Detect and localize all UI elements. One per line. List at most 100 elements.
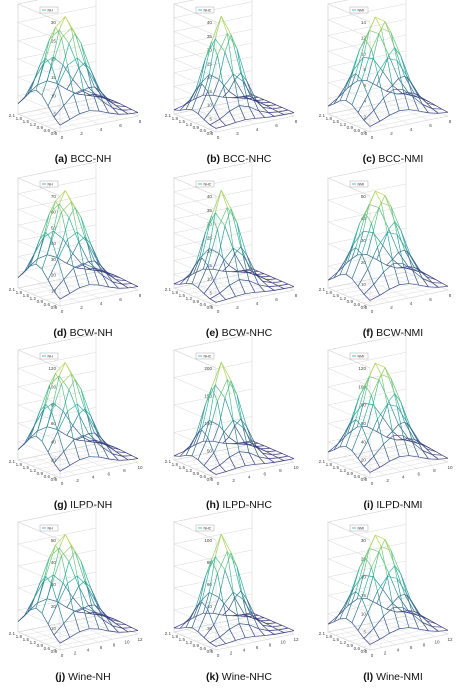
mesh-line: [390, 206, 402, 231]
mesh-line: [66, 607, 77, 613]
mesh-line: [218, 79, 230, 92]
mesh-line: [224, 552, 232, 571]
mesh-line: [64, 362, 72, 375]
mesh-line: [404, 421, 411, 428]
mesh-line: [78, 408, 85, 415]
panel-tag: (f): [362, 327, 374, 339]
x-tick-label: 12: [447, 637, 453, 642]
mesh-line: [278, 457, 285, 461]
mesh-line: [351, 450, 359, 459]
mesh-line: [55, 16, 66, 28]
mesh-line: [76, 231, 84, 264]
mesh-line: [422, 450, 433, 455]
mesh-line: [202, 592, 210, 614]
mesh-line: [235, 293, 246, 297]
z-tick-label: 50: [207, 449, 213, 454]
x-tick-label: 8: [449, 119, 452, 124]
mesh-line: [98, 284, 109, 288]
mesh-line: [110, 447, 117, 453]
mesh-line: [208, 556, 216, 593]
mesh-line: [345, 618, 353, 623]
x-tick-label: 6: [256, 645, 259, 650]
mesh-line: [383, 607, 394, 617]
y-tick-label: 1.5: [333, 293, 340, 298]
z-gridline: [17, 61, 97, 96]
x-tick-label: 4: [256, 127, 259, 132]
x-gridline: [173, 287, 217, 307]
mesh-line: [66, 435, 77, 441]
mesh-line: [86, 413, 98, 432]
mesh-line: [116, 105, 123, 111]
mesh-line: [266, 622, 277, 624]
mesh-line: [235, 637, 246, 641]
mesh-line: [239, 105, 250, 108]
mesh-line: [405, 267, 413, 271]
mesh-line: [88, 433, 99, 443]
mesh-line: [412, 614, 420, 630]
mesh-line: [63, 611, 74, 624]
mesh-line: [183, 273, 190, 280]
mesh-line: [363, 574, 374, 577]
x-tick-label: 6: [100, 645, 103, 650]
panel-name: BCW-NHC: [221, 327, 273, 339]
mesh-line: [422, 622, 433, 627]
mesh-line: [67, 403, 78, 412]
mesh-line: [92, 613, 99, 616]
mesh-plot-7: 0501001502002.11.81.51.20.90.60.30246810…: [165, 333, 299, 486]
mesh-line: [88, 605, 99, 615]
mesh-line: [94, 432, 101, 438]
panel-name: BCW-NH: [69, 327, 113, 339]
mesh-line: [254, 274, 261, 278]
z-gridline: [17, 593, 97, 629]
mesh-line: [106, 273, 113, 283]
mesh-line: [272, 626, 279, 631]
x-gridline: [251, 271, 295, 291]
y-gridline: [215, 461, 295, 479]
mesh-line: [218, 397, 226, 426]
mesh-line: [366, 576, 374, 599]
mesh-line: [86, 241, 98, 260]
x-tick-label: 8: [139, 119, 142, 124]
mesh-line: [268, 630, 275, 635]
mesh-line: [67, 231, 78, 240]
mesh-line: [252, 615, 260, 629]
mesh-line: [399, 627, 410, 630]
mesh-line: [29, 607, 37, 611]
mesh-line: [104, 97, 111, 102]
mesh-line: [384, 195, 392, 207]
mesh-line: [420, 96, 427, 103]
x-tick-label: 2: [236, 305, 239, 310]
mesh-line: [207, 91, 215, 107]
x-gridline: [251, 615, 295, 635]
mesh-line: [74, 33, 86, 64]
mesh-line: [383, 435, 394, 445]
x-tick-label: 10: [137, 465, 143, 470]
mesh-line: [56, 582, 64, 602]
panel-caption: (d) BCW-NH: [8, 327, 158, 339]
z-gridline: [327, 333, 407, 369]
mesh-line: [68, 217, 80, 243]
mesh-line: [86, 67, 94, 94]
mesh-line: [426, 276, 437, 281]
mesh-line: [112, 281, 119, 289]
mesh-line: [213, 604, 224, 625]
mesh-line: [223, 247, 234, 261]
mesh-line: [390, 378, 398, 407]
mesh-line: [74, 207, 82, 218]
mesh-line: [113, 100, 121, 105]
mesh-line: [414, 611, 421, 616]
z-tick-label: 100: [358, 384, 366, 389]
mesh-line: [203, 624, 215, 638]
mesh-line: [257, 442, 265, 447]
mesh-line: [327, 97, 338, 107]
mesh-line: [347, 587, 354, 607]
mesh-line: [268, 111, 279, 113]
mesh-line: [417, 443, 425, 446]
z-gridline: [17, 388, 97, 424]
mesh-line: [422, 278, 429, 288]
mesh-line: [29, 435, 37, 439]
mesh-line: [250, 614, 257, 619]
z-tick-label: 25: [207, 235, 213, 240]
mesh-line: [355, 385, 366, 420]
z-gridline: [17, 571, 97, 607]
